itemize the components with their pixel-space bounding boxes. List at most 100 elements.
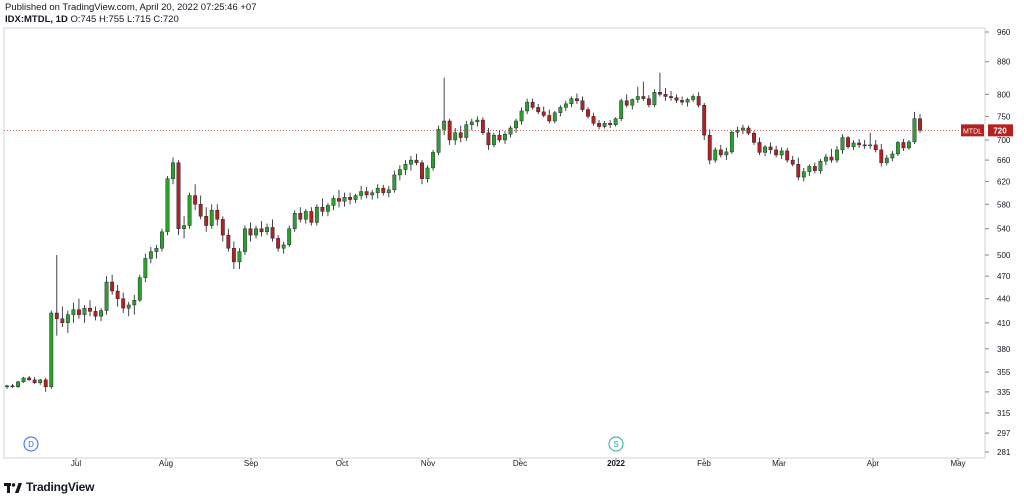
candle-body	[486, 132, 491, 146]
candle-body	[918, 118, 922, 131]
time-tick-label: Dec	[513, 459, 527, 468]
candle-body	[309, 211, 314, 223]
candle-body	[519, 110, 524, 122]
candle-body	[337, 198, 341, 202]
time-tick-label: Aug	[159, 459, 173, 468]
time-tick-label: Apr	[867, 459, 880, 468]
candle-body	[198, 204, 203, 217]
candle-body	[154, 248, 159, 252]
price-tick-label: 297	[997, 429, 1011, 438]
candle-body	[204, 216, 209, 226]
candle-body	[514, 120, 518, 129]
price-tick-label: 335	[997, 388, 1011, 397]
candle-body	[115, 290, 120, 299]
candle-body	[812, 166, 817, 171]
price-tick-label: 700	[997, 136, 1011, 145]
candle-body	[835, 149, 839, 161]
candle-body	[243, 228, 247, 252]
candle-body	[884, 157, 889, 163]
candle-body	[148, 251, 153, 259]
candle-body	[348, 197, 352, 200]
candle-body	[503, 133, 507, 141]
time-tick-label: Jul	[71, 459, 81, 468]
candle-body	[82, 307, 87, 315]
candle-body	[43, 379, 48, 388]
candle-body	[646, 98, 651, 105]
ohlc-values: O:745 H:755 L:715 C:720	[70, 14, 179, 25]
price-tick-label: 620	[997, 177, 1011, 186]
candle-body	[220, 219, 225, 236]
candle-body	[259, 228, 264, 233]
event-marker	[608, 436, 624, 452]
candle-body	[420, 162, 424, 179]
candle-body	[724, 151, 729, 156]
candle-body	[641, 96, 646, 99]
time-tick-label: May	[950, 459, 965, 468]
candle-body	[785, 150, 790, 161]
candle-body	[530, 101, 535, 108]
price-tick-label: 355	[997, 368, 1011, 377]
footer-branding[interactable]: TradingView	[4, 479, 94, 495]
candle-body	[143, 258, 148, 278]
candle-body	[54, 312, 59, 319]
candle-body	[237, 251, 242, 263]
candle-body	[801, 171, 806, 178]
candle-body	[165, 178, 170, 233]
candle-body	[879, 149, 884, 163]
candle-body	[226, 234, 231, 249]
candle-body	[425, 167, 430, 179]
candle-body	[353, 195, 358, 200]
candle-body	[49, 312, 54, 388]
price-tick-label: 281	[997, 448, 1011, 457]
candle-body	[580, 100, 585, 110]
candle-body	[386, 189, 391, 193]
candle-body	[292, 213, 297, 229]
last-price-tag	[988, 124, 1013, 137]
candle-body	[77, 309, 81, 315]
price-tick-label: 580	[997, 200, 1011, 209]
candle-body	[137, 277, 142, 301]
price-tick-label: 380	[997, 345, 1011, 354]
candle-body	[88, 307, 92, 312]
candle-body	[829, 156, 834, 161]
candle-body	[326, 205, 330, 212]
candle-body	[65, 314, 70, 324]
price-tick-label: 410	[997, 319, 1011, 328]
candle-body	[757, 142, 762, 153]
candle-body	[851, 142, 856, 148]
candle-body	[303, 211, 308, 220]
candle-body	[254, 228, 258, 236]
candle-body	[320, 207, 325, 212]
candle-body	[630, 99, 635, 106]
candle-body	[624, 100, 629, 106]
time-tick-label: Nov	[421, 459, 435, 468]
candle-body	[779, 150, 784, 156]
candle-body	[663, 94, 668, 97]
candle-body	[16, 381, 20, 388]
candle-body	[453, 132, 458, 141]
price-tick-label: 960	[997, 28, 1011, 37]
candle-body	[602, 123, 607, 127]
candle-body	[392, 174, 397, 191]
candle-body	[370, 192, 375, 196]
price-chart[interactable]: 281 297 315 335 355 380 410 440 470 500 540 580 620 6…	[0, 0, 1024, 479]
candle-body	[93, 311, 98, 317]
candle-body	[364, 191, 369, 196]
candle-body	[32, 379, 37, 384]
candle-body	[680, 100, 684, 103]
price-tick-label: 500	[997, 251, 1011, 260]
candle-body	[608, 123, 613, 125]
candle-body	[763, 146, 767, 153]
candle-body	[591, 116, 596, 124]
candle-body	[541, 111, 546, 116]
candle-body	[287, 228, 292, 246]
candle-body	[807, 166, 812, 172]
candle-body	[359, 191, 364, 196]
candle-body	[525, 101, 530, 112]
candle-body	[619, 100, 624, 119]
candle-body	[480, 119, 485, 133]
candle-body	[176, 162, 181, 229]
candle-body	[547, 115, 552, 122]
candle-body	[375, 187, 380, 193]
candle-body	[846, 137, 850, 148]
